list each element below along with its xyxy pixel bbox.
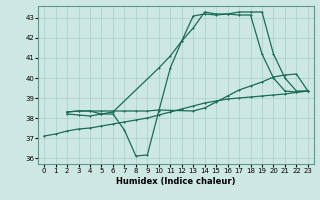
X-axis label: Humidex (Indice chaleur): Humidex (Indice chaleur): [116, 177, 236, 186]
